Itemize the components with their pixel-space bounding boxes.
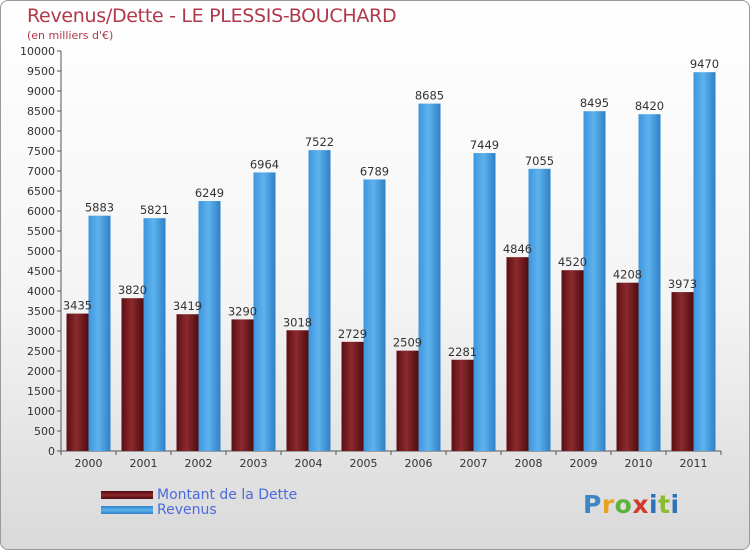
bar-debt xyxy=(506,257,529,451)
bar-revenue xyxy=(253,172,276,451)
value-label-debt: 3290 xyxy=(228,304,257,318)
axes: 0 500 1000 1500 2000 2500 3000 3500 4000 4500 5000… xyxy=(20,45,722,470)
value-label-revenue: 7449 xyxy=(470,138,499,152)
x-tick-label: 2007 xyxy=(460,457,488,470)
value-label-debt: 2281 xyxy=(448,345,477,359)
chart-title: Revenus/Dette - LE PLESSIS-BOUCHARD xyxy=(27,5,397,27)
y-tick-label: 8500 xyxy=(27,105,55,118)
x-tick-label: 2010 xyxy=(625,457,653,470)
x-tick-label: 2005 xyxy=(350,457,378,470)
y-tick-label: 2500 xyxy=(27,345,55,358)
x-tick-label: 2000 xyxy=(75,457,103,470)
bar-debt xyxy=(561,270,584,451)
x-tick-label: 2008 xyxy=(515,457,543,470)
value-label-debt: 2509 xyxy=(393,336,422,350)
value-label-revenue: 5821 xyxy=(140,203,169,217)
y-tick-label: 5500 xyxy=(27,225,55,238)
legend-label-revenue: Revenus xyxy=(157,501,217,518)
bar-revenue xyxy=(583,111,606,451)
value-label-debt: 3435 xyxy=(63,299,92,313)
y-tick-label: 500 xyxy=(34,425,55,438)
y-tick-label: 2000 xyxy=(27,365,55,378)
value-label-revenue: 6964 xyxy=(250,157,279,171)
y-tick-label: 7000 xyxy=(27,165,55,178)
legend: Montant de la Dette Revenus xyxy=(101,486,298,518)
bar-debt xyxy=(121,298,144,451)
legend-label-debt: Montant de la Dette xyxy=(157,486,298,503)
y-tick-label: 3500 xyxy=(27,305,55,318)
bar-revenue xyxy=(638,114,661,451)
y-tick-label: 8000 xyxy=(27,125,55,138)
bar-debt xyxy=(286,330,309,451)
legend-swatch-revenue xyxy=(101,505,153,514)
y-tick-label: 7500 xyxy=(27,145,55,158)
y-tick-label: 4000 xyxy=(27,285,55,298)
bar-revenue xyxy=(363,179,386,451)
y-tick-label: 9000 xyxy=(27,85,55,98)
bar-revenue xyxy=(198,201,221,451)
bar-revenue xyxy=(473,153,496,452)
value-label-revenue: 7055 xyxy=(525,154,554,168)
value-label-debt: 4520 xyxy=(558,255,587,269)
y-tick-label: 1500 xyxy=(27,385,55,398)
y-tick-label: 9500 xyxy=(27,65,55,78)
y-tick-label: 6500 xyxy=(27,185,55,198)
y-tick-label: 3000 xyxy=(27,325,55,338)
bar-revenue xyxy=(308,150,331,451)
bar-revenue xyxy=(693,72,716,451)
x-tick-label: 2003 xyxy=(240,457,268,470)
bar-debt xyxy=(671,292,694,451)
y-tick-label: 1000 xyxy=(27,405,55,418)
value-label-revenue: 9470 xyxy=(690,57,719,71)
proxiti-logo: Proxiti xyxy=(583,490,680,519)
y-tick-label: 5000 xyxy=(27,245,55,258)
value-labels: 3435 3820 3419 3290 3018 2729 2509 2281 4846 4520… xyxy=(63,57,719,359)
x-tick-label: 2001 xyxy=(130,457,158,470)
bar-revenue xyxy=(528,168,551,452)
value-label-debt: 3820 xyxy=(118,283,147,297)
value-label-revenue: 8420 xyxy=(635,99,664,113)
bar-debt xyxy=(616,282,639,451)
bar-debt xyxy=(396,350,419,451)
value-label-revenue: 7522 xyxy=(305,135,334,149)
bar-revenue xyxy=(88,215,111,451)
value-label-debt: 3419 xyxy=(173,299,202,313)
bar-revenue xyxy=(418,103,441,451)
value-label-revenue: 8685 xyxy=(415,89,444,103)
bars xyxy=(66,72,716,452)
value-label-revenue: 5883 xyxy=(85,201,114,215)
value-label-debt: 3018 xyxy=(283,315,312,329)
x-tick-label: 2002 xyxy=(185,457,213,470)
value-label-revenue: 6249 xyxy=(195,186,224,200)
x-tick-label: 2009 xyxy=(570,457,598,470)
bar-revenue xyxy=(143,218,166,451)
legend-item-debt: Montant de la Dette xyxy=(101,486,298,503)
value-label-revenue: 8495 xyxy=(580,96,609,110)
y-tick-label: 4500 xyxy=(27,265,55,278)
y-tick-label: 0 xyxy=(48,445,55,458)
bar-debt xyxy=(341,341,364,451)
bar-debt xyxy=(176,314,199,451)
legend-swatch-debt xyxy=(101,490,153,499)
bar-debt xyxy=(231,319,254,451)
value-label-debt: 4846 xyxy=(503,242,532,256)
y-tick-label: 6000 xyxy=(27,205,55,218)
chart-subtitle: (en milliers d'€) xyxy=(27,29,114,42)
bar-debt xyxy=(451,359,474,451)
bar-debt xyxy=(66,313,89,451)
value-label-revenue: 6789 xyxy=(360,164,389,178)
x-tick-label: 2004 xyxy=(295,457,323,470)
x-tick-label: 2011 xyxy=(680,457,708,470)
legend-item-revenue: Revenus xyxy=(101,501,297,518)
x-tick-label: 2006 xyxy=(405,457,433,470)
value-label-debt: 2729 xyxy=(338,327,367,341)
value-label-debt: 3973 xyxy=(668,277,697,291)
y-tick-label: 10000 xyxy=(20,45,55,58)
value-label-debt: 4208 xyxy=(613,268,642,282)
